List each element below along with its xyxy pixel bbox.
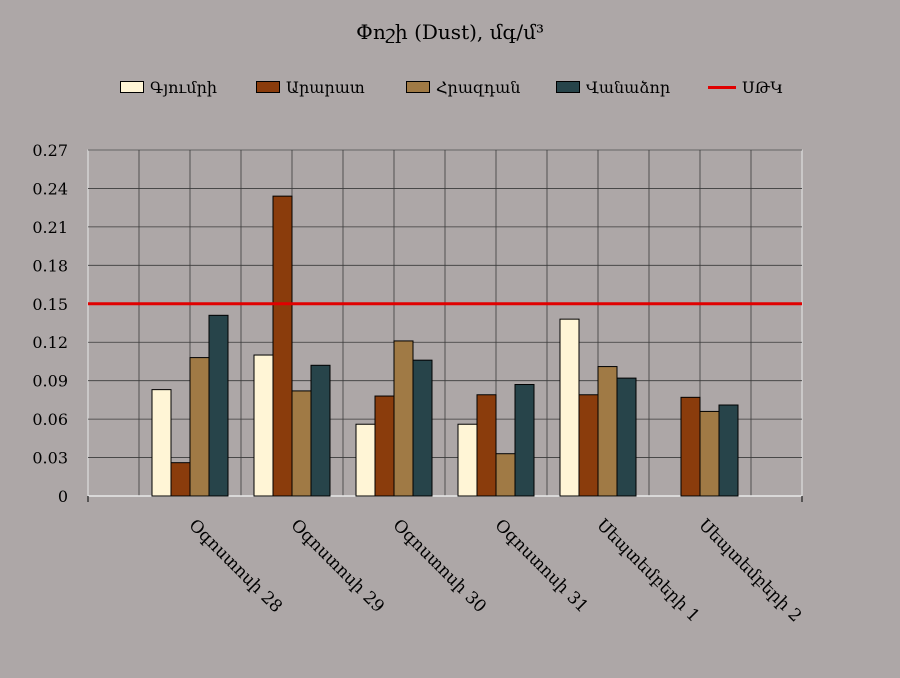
legend-item-threshold: ՍԹԿ — [708, 76, 783, 98]
bar — [718, 404, 739, 497]
x-tick-label: Օգոստոսի 30 — [388, 515, 490, 617]
y-tick-label: 0 — [58, 487, 68, 506]
bar — [495, 453, 516, 497]
legend-item-vanadzor: Վանաձոր — [556, 76, 670, 98]
legend-label-ararat: Արարատ — [286, 77, 365, 97]
bar — [208, 314, 229, 497]
legend-swatch-gyumri — [120, 81, 144, 93]
bar — [253, 354, 274, 497]
bar — [616, 377, 637, 497]
legend-item-ararat: Արարատ — [256, 76, 365, 98]
bar — [699, 410, 720, 497]
bar — [457, 423, 478, 497]
legend-label-hrazdan: Հրազդան — [436, 77, 521, 97]
legend-item-gyumri: Գյումրի — [120, 76, 217, 98]
chart-title: Փոշի (Dust), մգ/մ³ — [355, 20, 545, 44]
bar — [680, 396, 701, 497]
y-tick-label: 0.15 — [32, 295, 68, 314]
bar — [151, 389, 172, 497]
y-tick-label: 0.09 — [32, 372, 68, 391]
bar — [189, 357, 210, 497]
y-tick-label: 0.03 — [32, 449, 68, 468]
y-tick-label: 0.18 — [32, 256, 68, 275]
bar — [170, 462, 191, 497]
bar — [355, 423, 376, 497]
legend-swatch-threshold — [708, 85, 736, 89]
bar — [559, 318, 580, 497]
bar — [412, 359, 433, 497]
x-tick-label: Օգոստոսի 29 — [286, 515, 388, 617]
bar — [374, 395, 395, 497]
x-tick-label: Սեպտեմբերի 2 — [694, 515, 805, 626]
y-tick-label: 0.12 — [32, 333, 68, 352]
legend-swatch-ararat — [256, 81, 280, 93]
legend-swatch-vanadzor — [556, 81, 580, 93]
legend-item-hrazdan: Հրազդան — [406, 76, 520, 98]
x-tick-label: Օգոստոսի 31 — [490, 515, 592, 617]
bar — [514, 384, 535, 497]
y-tick-label: 0.21 — [32, 218, 68, 237]
legend: Գյումրի Արարատ Հրազդան Վանաձոր ՍԹԿ — [0, 76, 900, 98]
legend-label-vanadzor: Վանաձոր — [586, 77, 671, 97]
legend-swatch-hrazdan — [406, 81, 430, 93]
x-tick-label: Օգոստոսի 28 — [184, 515, 286, 617]
legend-label-gyumri: Գյումրի — [150, 77, 218, 97]
bar — [578, 394, 599, 497]
bar — [476, 394, 497, 497]
bar — [310, 364, 331, 497]
legend-label-threshold: ՍԹԿ — [742, 77, 784, 97]
bar — [272, 195, 293, 497]
bar — [291, 390, 312, 497]
y-tick-label: 0.24 — [32, 179, 68, 198]
y-tick-label: 0.27 — [32, 141, 68, 160]
x-tick-label: Սեպտեմբերի 1 — [592, 515, 703, 626]
bar — [597, 366, 618, 497]
bar — [393, 340, 414, 497]
y-tick-label: 0.06 — [32, 410, 68, 429]
